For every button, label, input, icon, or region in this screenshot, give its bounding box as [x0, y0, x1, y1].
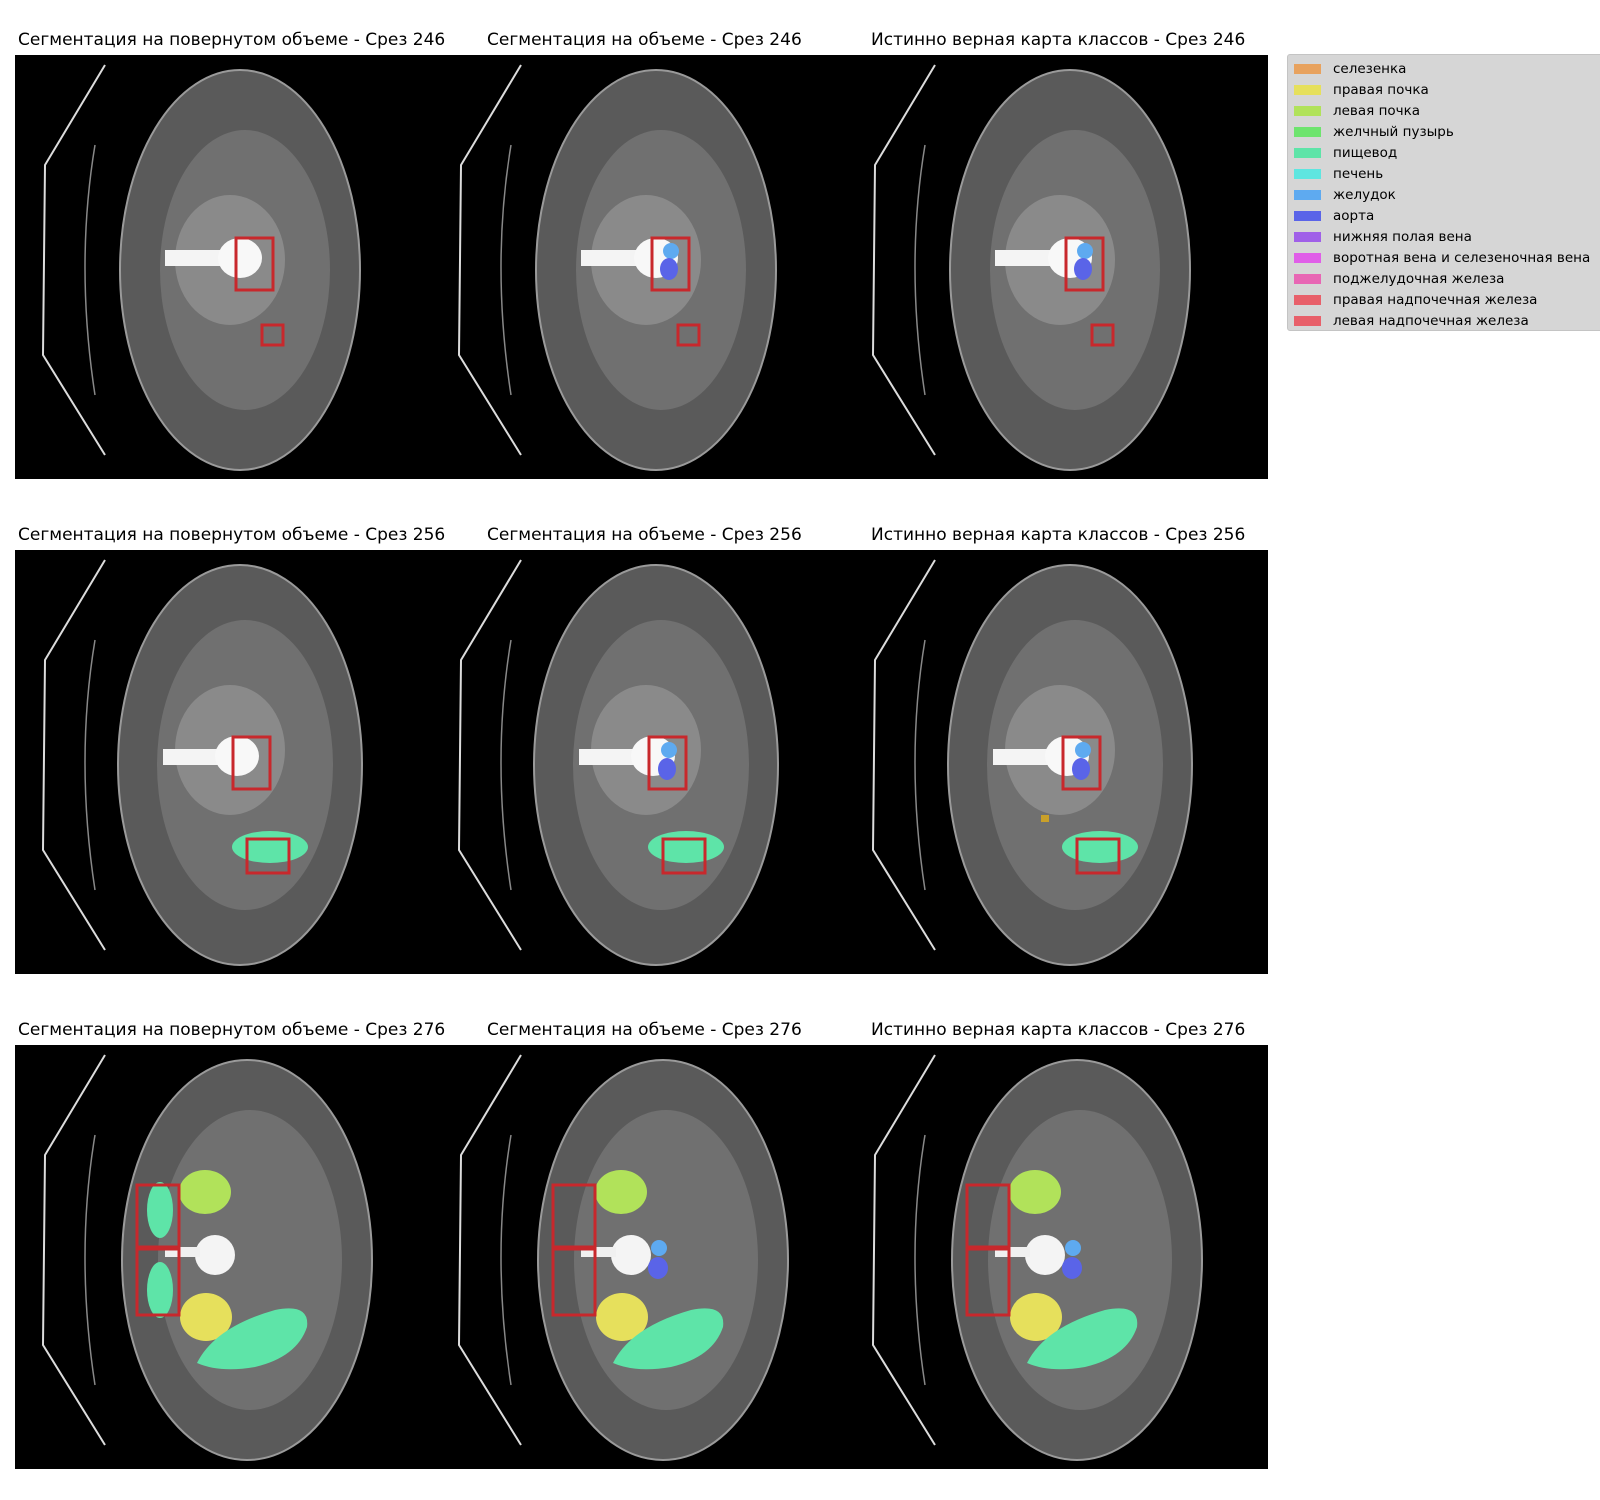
ct-slice: [457, 1054, 789, 1461]
ct-slice: [41, 64, 361, 471]
panel-title: Сегментация на повернутом объеме - Срез …: [18, 30, 446, 50]
legend-item: пищевод: [1294, 143, 1397, 163]
legend-label: аорта: [1333, 208, 1375, 224]
legend-swatch: [1294, 253, 1321, 263]
ct-panel-row-3: [15, 1045, 1268, 1469]
legend-label: воротная вена и селезеночная вена: [1333, 250, 1591, 266]
legend-label: поджелудочная железа: [1333, 271, 1505, 287]
legend-item: нижняя полая вена: [1294, 227, 1472, 247]
ct-slice: [871, 64, 1191, 471]
legend-item: левая почка: [1294, 101, 1420, 121]
legend-item: печень: [1294, 164, 1383, 184]
legend-item: поджелудочная железа: [1294, 269, 1504, 289]
ct-scan-image: [41, 1054, 1203, 1461]
legend-item: воротная вена и селезеночная вена: [1294, 248, 1590, 268]
legend-item: левая надпочечная железа: [1294, 311, 1529, 331]
panel-title: Истинно верная карта классов - Срез 276: [871, 1020, 1246, 1040]
panel-title: Сегментация на повернутом объеме - Срез …: [18, 1020, 446, 1040]
legend-swatch: [1294, 295, 1321, 305]
ct-slice: [871, 1054, 1203, 1461]
ct-slice: [41, 1054, 373, 1461]
legend-swatch: [1294, 64, 1321, 74]
panel-title: Истинно верная карта классов - Срез 256: [871, 525, 1246, 545]
legend-swatch: [1294, 169, 1321, 179]
ct-slice: [457, 64, 777, 471]
legend-swatch: [1294, 106, 1321, 116]
panel-title: Сегментация на объеме - Срез 246: [487, 30, 802, 50]
legend-item: желчный пузырь: [1294, 122, 1454, 142]
ct-slice: [457, 559, 779, 966]
legend-label: нижняя полая вена: [1333, 229, 1472, 245]
legend-swatch: [1294, 274, 1321, 284]
legend-label: левая почка: [1333, 103, 1421, 119]
legend-label: правая почка: [1333, 82, 1429, 98]
legend-item: аорта: [1294, 206, 1374, 226]
ct-slice: [41, 559, 363, 966]
legend-label: селезенка: [1333, 61, 1407, 77]
legend-label: пищевод: [1333, 145, 1398, 161]
ct-scan-image: [41, 559, 1193, 966]
ct-panel-row-1: [15, 55, 1268, 479]
legend-swatch: [1294, 190, 1321, 200]
legend-swatch: [1294, 148, 1321, 158]
legend-swatch: [1294, 232, 1321, 242]
ct-slice: [871, 559, 1193, 966]
legend-item: правая надпочечная железа: [1294, 290, 1537, 310]
legend-item: селезенка: [1294, 59, 1406, 79]
legend-swatch: [1294, 127, 1321, 137]
legend-swatch: [1294, 316, 1321, 326]
legend-item: правая почка: [1294, 80, 1429, 100]
panel-title: Сегментация на объеме - Срез 276: [487, 1020, 802, 1040]
legend: селезенка правая почка левая почка желчный …: [1287, 54, 1600, 331]
ct-scan-image: [41, 64, 1191, 471]
legend-label: правая надпочечная железа: [1333, 292, 1538, 308]
legend-swatch: [1294, 85, 1321, 95]
panel-title: Сегментация на повернутом объеме - Срез …: [18, 525, 446, 545]
ct-panel-row-2: [15, 550, 1268, 974]
legend-item: желудок: [1294, 185, 1396, 205]
legend-label: печень: [1333, 166, 1384, 182]
legend-swatch: [1294, 211, 1321, 221]
legend-label: желудок: [1333, 187, 1396, 203]
legend-label: левая надпочечная железа: [1333, 313, 1529, 329]
legend-label: желчный пузырь: [1333, 124, 1454, 140]
panel-title: Сегментация на объеме - Срез 256: [487, 525, 802, 545]
panel-title: Истинно верная карта классов - Срез 246: [871, 30, 1246, 50]
